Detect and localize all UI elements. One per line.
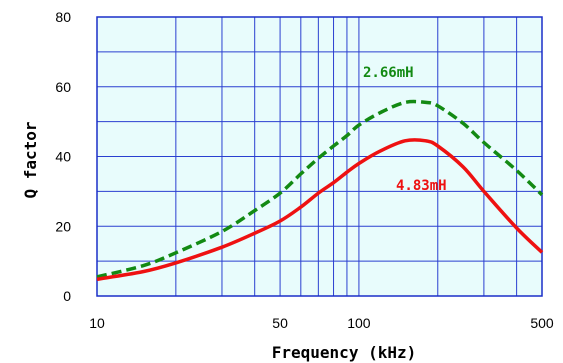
series-line-4-83mh bbox=[96, 138, 544, 282]
y-axis-title: Q factor bbox=[21, 121, 40, 198]
series-line-2-66mh bbox=[96, 99, 544, 279]
series-lines bbox=[96, 99, 544, 282]
y-tick-label: 20 bbox=[55, 218, 71, 234]
y-tick-label: 60 bbox=[55, 79, 71, 95]
y-tick-labels: 0 20 40 60 80 bbox=[55, 9, 71, 304]
y-tick-label: 40 bbox=[55, 149, 71, 165]
x-axis-title: Frequency (kHz) bbox=[272, 343, 417, 362]
plot-border bbox=[96, 16, 543, 297]
x-tick-label: 50 bbox=[272, 315, 288, 331]
y-tick-label: 0 bbox=[63, 288, 71, 304]
x-tick-label: 100 bbox=[347, 315, 371, 331]
x-tick-label: 500 bbox=[530, 315, 554, 331]
series-label-4-83mh: 4.83mH bbox=[396, 178, 447, 194]
x-tick-labels: 10 50 100 500 bbox=[89, 315, 554, 331]
x-tick-label: 10 bbox=[89, 315, 105, 331]
y-tick-label: 80 bbox=[55, 9, 71, 25]
series-label-2-66mh: 2.66mH bbox=[363, 65, 414, 81]
